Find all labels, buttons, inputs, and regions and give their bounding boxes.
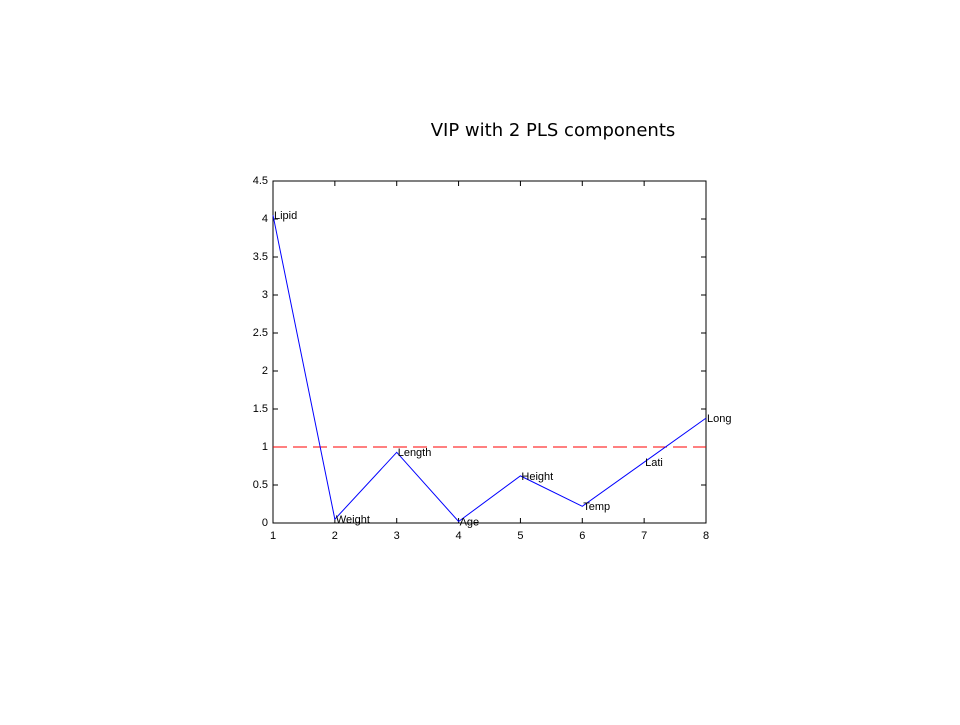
x-tick-label: 2	[332, 530, 338, 542]
point-label: Weight	[336, 514, 370, 526]
y-tick-label: 2.5	[253, 327, 268, 339]
y-tick-label: 2	[262, 365, 268, 377]
y-tick-label: 0	[262, 517, 268, 529]
y-tick-label: 1.5	[253, 403, 268, 415]
chart-title: VIP with 2 PLS components	[431, 120, 676, 141]
x-tick-label: 8	[703, 530, 709, 542]
y-tick-label: 4	[262, 213, 268, 225]
x-tick-label: 5	[517, 530, 523, 542]
vip-line	[272, 215, 707, 523]
y-tick-label: 3.5	[253, 251, 268, 263]
y-tick-label: 3	[262, 289, 268, 301]
x-tick-label: 6	[579, 530, 585, 542]
x-tick-label: 1	[270, 530, 276, 542]
point-label: Age	[460, 516, 480, 528]
x-tick-label: 3	[394, 530, 400, 542]
point-label: Lipid	[274, 210, 297, 222]
point-label: Height	[521, 471, 553, 483]
point-label: Lati	[645, 457, 663, 469]
plot-frame	[272, 180, 707, 524]
x-tick-label: 4	[456, 530, 462, 542]
point-label: Long	[707, 413, 731, 425]
point-label: Length	[398, 447, 432, 459]
point-label: Temp	[583, 501, 610, 513]
x-tick-label: 7	[641, 530, 647, 542]
y-tick-label: 1	[262, 441, 268, 453]
y-tick-label: 4.5	[253, 175, 268, 187]
y-tick-label: 0.5	[253, 479, 268, 491]
